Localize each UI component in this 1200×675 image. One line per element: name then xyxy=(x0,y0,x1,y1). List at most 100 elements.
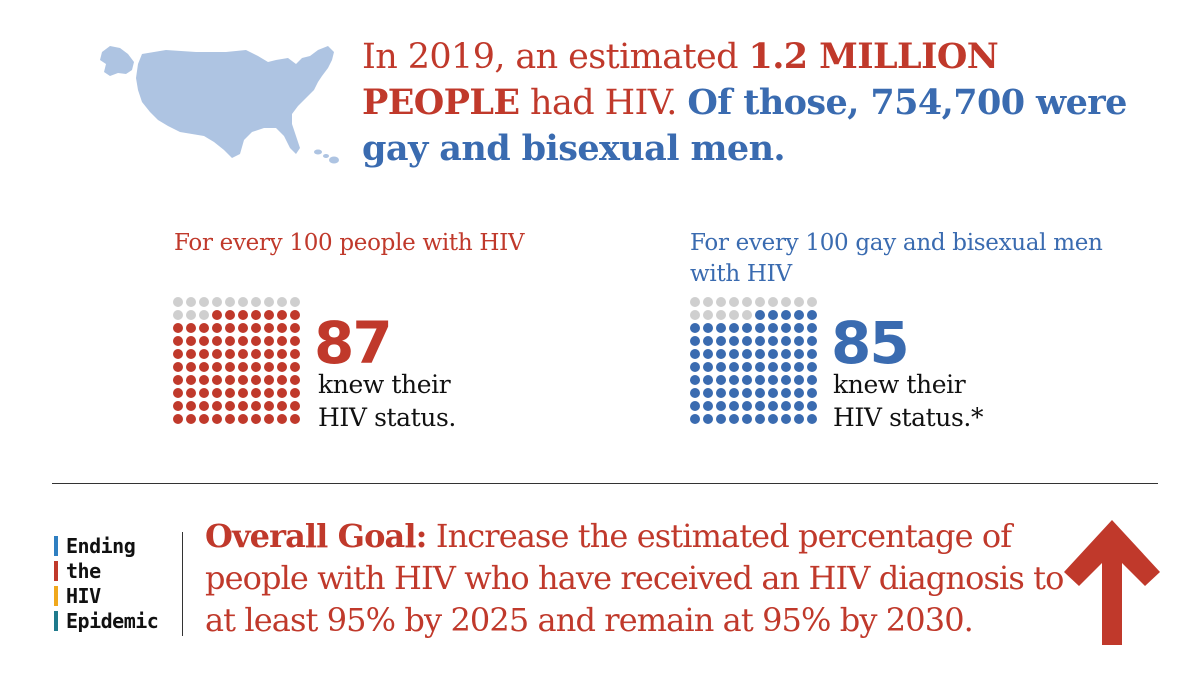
filled-dot xyxy=(703,375,713,385)
ehe-bar xyxy=(54,585,58,606)
filled-dot xyxy=(264,349,274,359)
filled-dot xyxy=(199,349,209,359)
filled-dot xyxy=(251,349,261,359)
dot-grid-msm xyxy=(690,297,817,424)
filled-dot xyxy=(690,388,700,398)
filled-dot xyxy=(212,310,222,320)
empty-dot xyxy=(703,310,713,320)
empty-dot xyxy=(755,297,765,307)
filled-dot xyxy=(225,362,235,372)
filled-dot xyxy=(251,401,261,411)
filled-dot xyxy=(199,375,209,385)
filled-dot xyxy=(186,336,196,346)
empty-dot xyxy=(807,297,817,307)
filled-dot xyxy=(768,336,778,346)
filled-dot xyxy=(225,310,235,320)
filled-dot xyxy=(199,362,209,372)
panel-label-msm: For every 100 gay and bisexual men with … xyxy=(690,230,1103,287)
empty-dot xyxy=(742,297,752,307)
headline-had-hiv: had HIV. xyxy=(519,83,688,123)
filled-dot xyxy=(729,362,739,372)
filled-dot xyxy=(290,401,300,411)
filled-dot xyxy=(290,375,300,385)
filled-dot xyxy=(703,323,713,333)
empty-dot xyxy=(690,297,700,307)
filled-dot xyxy=(199,336,209,346)
filled-dot xyxy=(212,388,222,398)
empty-dot xyxy=(277,297,287,307)
filled-dot xyxy=(251,362,261,372)
ehe-bar xyxy=(54,535,58,556)
filled-dot xyxy=(225,323,235,333)
filled-dot xyxy=(277,336,287,346)
empty-dot xyxy=(781,297,791,307)
filled-dot xyxy=(251,323,261,333)
goal-label: Overall Goal: xyxy=(205,517,427,555)
filled-dot xyxy=(729,414,739,424)
filled-dot xyxy=(794,336,804,346)
filled-dot xyxy=(794,375,804,385)
filled-dot xyxy=(755,401,765,411)
filled-dot xyxy=(238,349,248,359)
filled-dot xyxy=(716,336,726,346)
filled-dot xyxy=(290,336,300,346)
filled-dot xyxy=(794,401,804,411)
empty-dot xyxy=(264,297,274,307)
filled-dot xyxy=(781,388,791,398)
filled-dot xyxy=(794,362,804,372)
filled-dot xyxy=(755,414,765,424)
filled-dot xyxy=(264,310,274,320)
ehe-bar xyxy=(54,560,58,581)
filled-dot xyxy=(716,349,726,359)
filled-dot xyxy=(768,310,778,320)
empty-dot xyxy=(716,310,726,320)
filled-dot xyxy=(212,336,222,346)
filled-dot xyxy=(768,323,778,333)
filled-dot xyxy=(173,375,183,385)
ehe-text: Epidemic xyxy=(66,608,159,633)
filled-dot xyxy=(716,375,726,385)
dot-grid-all xyxy=(173,297,300,424)
filled-dot xyxy=(768,388,778,398)
filled-dot xyxy=(690,323,700,333)
filled-dot xyxy=(755,336,765,346)
filled-dot xyxy=(290,349,300,359)
filled-dot xyxy=(238,323,248,333)
filled-dot xyxy=(199,401,209,411)
filled-dot xyxy=(690,362,700,372)
filled-dot xyxy=(742,375,752,385)
empty-dot xyxy=(251,297,261,307)
filled-dot xyxy=(251,336,261,346)
filled-dot xyxy=(729,336,739,346)
filled-dot xyxy=(264,362,274,372)
filled-dot xyxy=(238,401,248,411)
empty-dot xyxy=(729,310,739,320)
filled-dot xyxy=(251,375,261,385)
goal-text: Increase the estimated percentage of peo… xyxy=(205,517,1064,639)
knew-line2: HIV status.* xyxy=(833,403,984,432)
filled-dot xyxy=(755,362,765,372)
empty-dot xyxy=(199,310,209,320)
filled-dot xyxy=(173,336,183,346)
filled-dot xyxy=(277,414,287,424)
filled-dot xyxy=(794,414,804,424)
filled-dot xyxy=(251,414,261,424)
headline: In 2019, an estimated 1.2 MILLION PEOPLE… xyxy=(362,34,1162,172)
empty-dot xyxy=(742,310,752,320)
filled-dot xyxy=(186,401,196,411)
filled-dot xyxy=(277,375,287,385)
filled-dot xyxy=(173,323,183,333)
filled-dot xyxy=(781,310,791,320)
filled-dot xyxy=(807,375,817,385)
filled-dot xyxy=(807,336,817,346)
ehe-bar xyxy=(54,610,58,631)
empty-dot xyxy=(199,297,209,307)
empty-dot xyxy=(212,297,222,307)
filled-dot xyxy=(212,414,222,424)
filled-dot xyxy=(768,401,778,411)
ehe-text: the xyxy=(66,558,101,583)
filled-dot xyxy=(186,375,196,385)
filled-dot xyxy=(173,414,183,424)
filled-dot xyxy=(264,414,274,424)
ehe-line: Epidemic xyxy=(54,608,159,633)
